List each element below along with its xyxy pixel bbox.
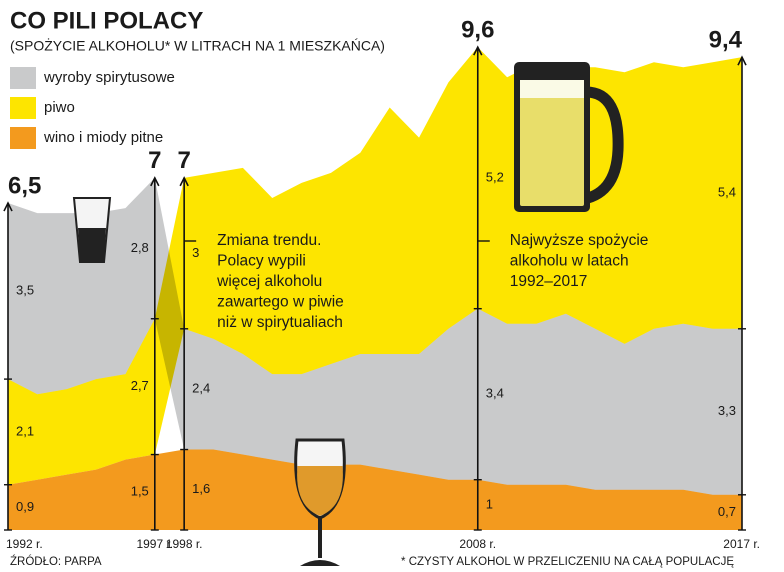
plot-area [3,45,747,531]
annotation-text: Zmiana trendu. [217,232,321,249]
chart-title: CO PILI POLACY [10,7,203,34]
shot-glass-fill [78,228,106,262]
value-label: 3,5 [16,283,34,298]
annotation-text: 1992–2017 [510,273,588,290]
annotation-text: alkoholu w latach [510,253,629,270]
value-label: 3 [192,245,199,260]
value-label: 0,9 [16,499,34,514]
chart-subtitle: (SPOŻYCIE ALKOHOLU* W LITRACH NA 1 MIESZ… [10,37,385,54]
legend-label: piwo [44,99,75,116]
value-label: 0,7 [718,504,736,519]
total-label: 9,4 [709,27,743,54]
value-label: 2,7 [131,378,149,393]
legend-label: wino i miody pitne [43,129,163,146]
arrow-head [737,55,747,66]
annotation-text: Polacy wypili [217,253,306,270]
annotation-text: zawartego w piwie [217,294,344,311]
legend-swatch [10,127,36,149]
x-tick-label: 2017 r. [723,537,760,551]
value-label: 2,8 [131,240,149,255]
value-label: 2,4 [192,381,210,396]
annotation-text: niż w spirytualiach [217,314,343,331]
value-label: 3,4 [486,386,504,401]
value-label: 1,6 [192,481,210,496]
mug-beer [520,96,584,206]
value-label: 1,5 [131,484,149,499]
value-label: 1 [486,496,493,511]
total-label: 7 [148,147,161,174]
x-tick-label: 1997 r. [136,537,173,551]
annotation-text: więcej alkoholu [216,273,322,290]
legend-swatch [10,97,36,119]
x-tick-label: 1998 r. [166,537,203,551]
value-label: 5,4 [718,184,736,199]
mug-foam [520,80,584,98]
total-label: 9,6 [461,16,494,43]
area [8,177,742,495]
value-label: 3,3 [718,403,736,418]
arrow-head [473,45,483,56]
legend-swatch [10,67,36,89]
arrow-head [3,201,13,212]
value-label: 5,2 [486,169,504,184]
wine-fill [297,466,343,516]
value-label: 2,1 [16,423,34,438]
icons [72,62,624,566]
x-tick-label: 1992 r. [6,537,43,551]
x-tick-label: 2008 r. [459,537,496,551]
footnote: * CZYSTY ALKOHOL W PRZELICZENIU NA CAŁĄ … [401,556,734,568]
area [8,449,742,530]
annotation-text: Najwyższe spożycie [510,232,649,249]
total-label: 7 [177,147,190,174]
arrow-head [150,176,160,187]
total-label: 6,5 [8,172,41,199]
source: ŹRÓDŁO: PARPA [10,555,102,568]
arrow-head [179,176,189,187]
labels: CO PILI POLACY (SPOŻYCIE ALKOHOLU* W LIT… [6,7,760,568]
wine-foot [300,560,340,566]
wine-stem [318,516,322,558]
mug-handle [577,86,624,206]
legend-label: wyroby spirytusowe [43,69,175,86]
